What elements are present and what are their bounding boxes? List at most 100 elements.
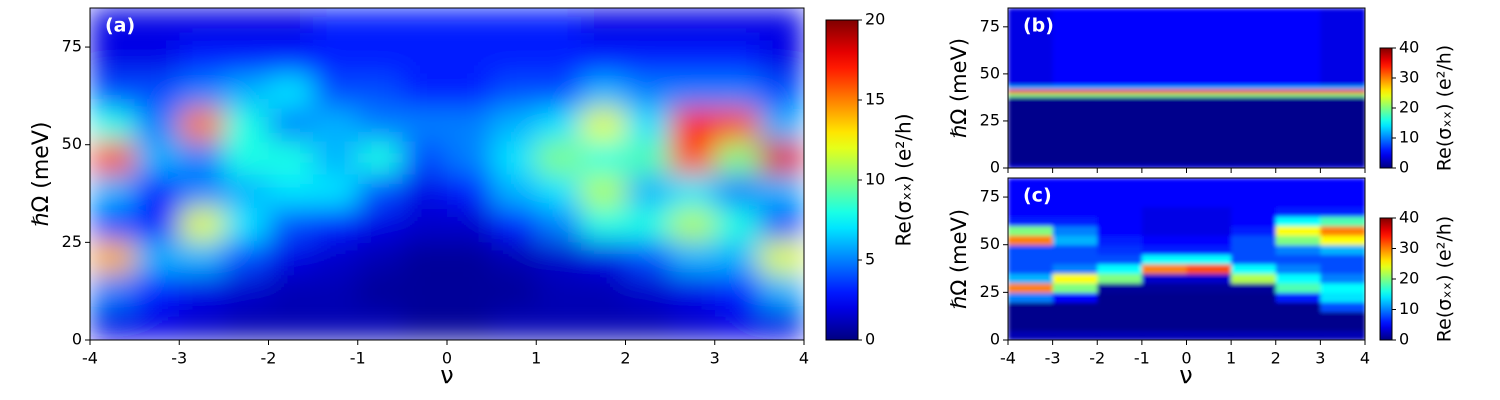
heatmap-cell	[1141, 263, 1188, 274]
heatmap-cell	[536, 273, 582, 308]
x-tick-label: 0	[1181, 349, 1191, 368]
heatmap-cell	[625, 174, 671, 208]
heatmap-cell	[1275, 273, 1321, 284]
y-axis-label: ℏΩ (meV)	[947, 38, 971, 138]
heatmap-cell	[1052, 8, 1098, 86]
heatmap-cell	[536, 207, 582, 241]
heatmap-cell	[1008, 311, 1054, 322]
heatmap-cell	[670, 240, 716, 275]
heatmap-cell	[1052, 301, 1098, 313]
heatmap-cell	[1231, 96, 1277, 165]
heatmap-cell	[1008, 96, 1054, 165]
y-axis-label: ℏΩ (meV)	[947, 209, 971, 309]
heatmap-cell	[1052, 320, 1098, 332]
heatmap-cell	[1320, 96, 1365, 165]
heatmap-cell	[313, 107, 359, 142]
heatmap-cell	[714, 8, 760, 42]
heatmap-cell	[1052, 197, 1098, 208]
colorbar-label: Re(σₓₓ) (e²/h)	[1434, 216, 1456, 342]
colorbar-tick-label: 20	[1399, 98, 1419, 117]
heatmap-cell	[268, 273, 314, 308]
heatmap-cell	[1231, 216, 1277, 227]
colorbar	[825, 19, 859, 341]
heatmap-cell	[402, 41, 448, 75]
heatmap-cell	[90, 207, 136, 241]
heatmap-cell	[536, 174, 582, 208]
heatmap-cell	[1320, 216, 1365, 227]
heatmap-cell	[1231, 225, 1277, 236]
heatmap-cell	[1231, 273, 1277, 284]
x-tick-label: -1	[1134, 349, 1150, 368]
heatmap-cell	[402, 74, 448, 109]
heatmap-cell	[1097, 330, 1143, 340]
heatmap-cell	[1008, 320, 1054, 332]
heatmap-cell	[1275, 8, 1321, 86]
heatmap-cell	[1231, 85, 1277, 90]
heatmap-cell	[1186, 282, 1232, 293]
heatmap-cell	[1008, 216, 1054, 227]
x-tick-label: 3	[1315, 349, 1325, 368]
heatmap-cell	[357, 8, 403, 42]
heatmap-cell	[759, 74, 804, 109]
heatmap-cell	[491, 107, 537, 142]
heatmap-cell	[1320, 187, 1365, 198]
heatmap-cell	[1186, 263, 1232, 274]
heatmap-cell	[1275, 96, 1321, 165]
heatmap-cell	[447, 8, 493, 42]
heatmap-cell	[1097, 92, 1143, 98]
heatmap-cell	[1320, 88, 1365, 94]
heatmap-cell	[1097, 197, 1143, 208]
heatmap-cell	[313, 240, 359, 275]
panel-label: (b)	[1023, 15, 1054, 37]
heatmap-cell	[1231, 292, 1277, 303]
heatmap-cell	[223, 273, 270, 308]
heatmap-cell	[1052, 88, 1098, 94]
heatmap-cell	[447, 74, 493, 109]
heatmap-cell	[1141, 92, 1188, 98]
heatmap-cell	[179, 74, 225, 109]
heatmap-cell	[1275, 320, 1321, 332]
heatmap-cell	[1186, 8, 1232, 86]
x-tick-label: -3	[171, 349, 187, 368]
heatmap-cell	[357, 207, 403, 241]
heatmap-cell	[223, 140, 270, 175]
heatmap-cell	[1008, 88, 1054, 94]
x-axis-label: ν	[1179, 361, 1192, 389]
heatmap-cell	[491, 306, 537, 340]
heatmap-cell	[580, 273, 627, 308]
colorbar-tick-label: 0	[1399, 158, 1409, 177]
heatmap-cell	[223, 306, 270, 340]
heatmap-cell	[1320, 85, 1365, 90]
heatmap-cell	[1008, 178, 1054, 189]
heatmap-cell	[1141, 301, 1188, 313]
x-tick-label: 4	[1360, 349, 1370, 368]
heatmap-cell	[357, 174, 403, 208]
heatmap-cell	[1320, 178, 1365, 189]
heatmap-cell	[1097, 88, 1143, 94]
heatmap-cell	[536, 140, 582, 175]
heatmap-cell	[1141, 8, 1188, 86]
heatmap-cell	[1231, 282, 1277, 293]
heatmap-cell	[1008, 187, 1054, 198]
heatmap-cell	[1186, 187, 1232, 198]
heatmap-cell	[1275, 197, 1321, 208]
heatmap-cell	[1186, 292, 1232, 303]
heatmap-cell	[1052, 178, 1098, 189]
heatmap-cell	[1231, 301, 1277, 313]
heatmap-cell	[714, 207, 760, 241]
heatmap-cell	[1052, 292, 1098, 303]
heatmap-cell	[134, 41, 180, 75]
heatmap-cell	[536, 107, 582, 142]
heatmap-cell	[1275, 206, 1321, 217]
heatmap-cell	[1008, 301, 1054, 313]
heatmap-cell	[1008, 292, 1054, 303]
heatmap-cell	[179, 207, 225, 241]
heatmap-cell	[1231, 263, 1277, 274]
y-tick-label: 25	[62, 232, 82, 251]
heatmap-cell	[1052, 254, 1098, 265]
colorbar-tick-label: 10	[865, 170, 885, 189]
heatmap-cell	[1231, 88, 1277, 94]
heatmap-cell	[1008, 263, 1054, 274]
x-tick-label: -2	[261, 349, 277, 368]
